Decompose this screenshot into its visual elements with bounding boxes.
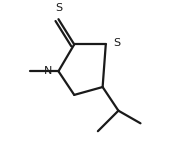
- Text: S: S: [114, 38, 121, 48]
- Text: S: S: [55, 3, 62, 13]
- Text: N: N: [44, 66, 52, 76]
